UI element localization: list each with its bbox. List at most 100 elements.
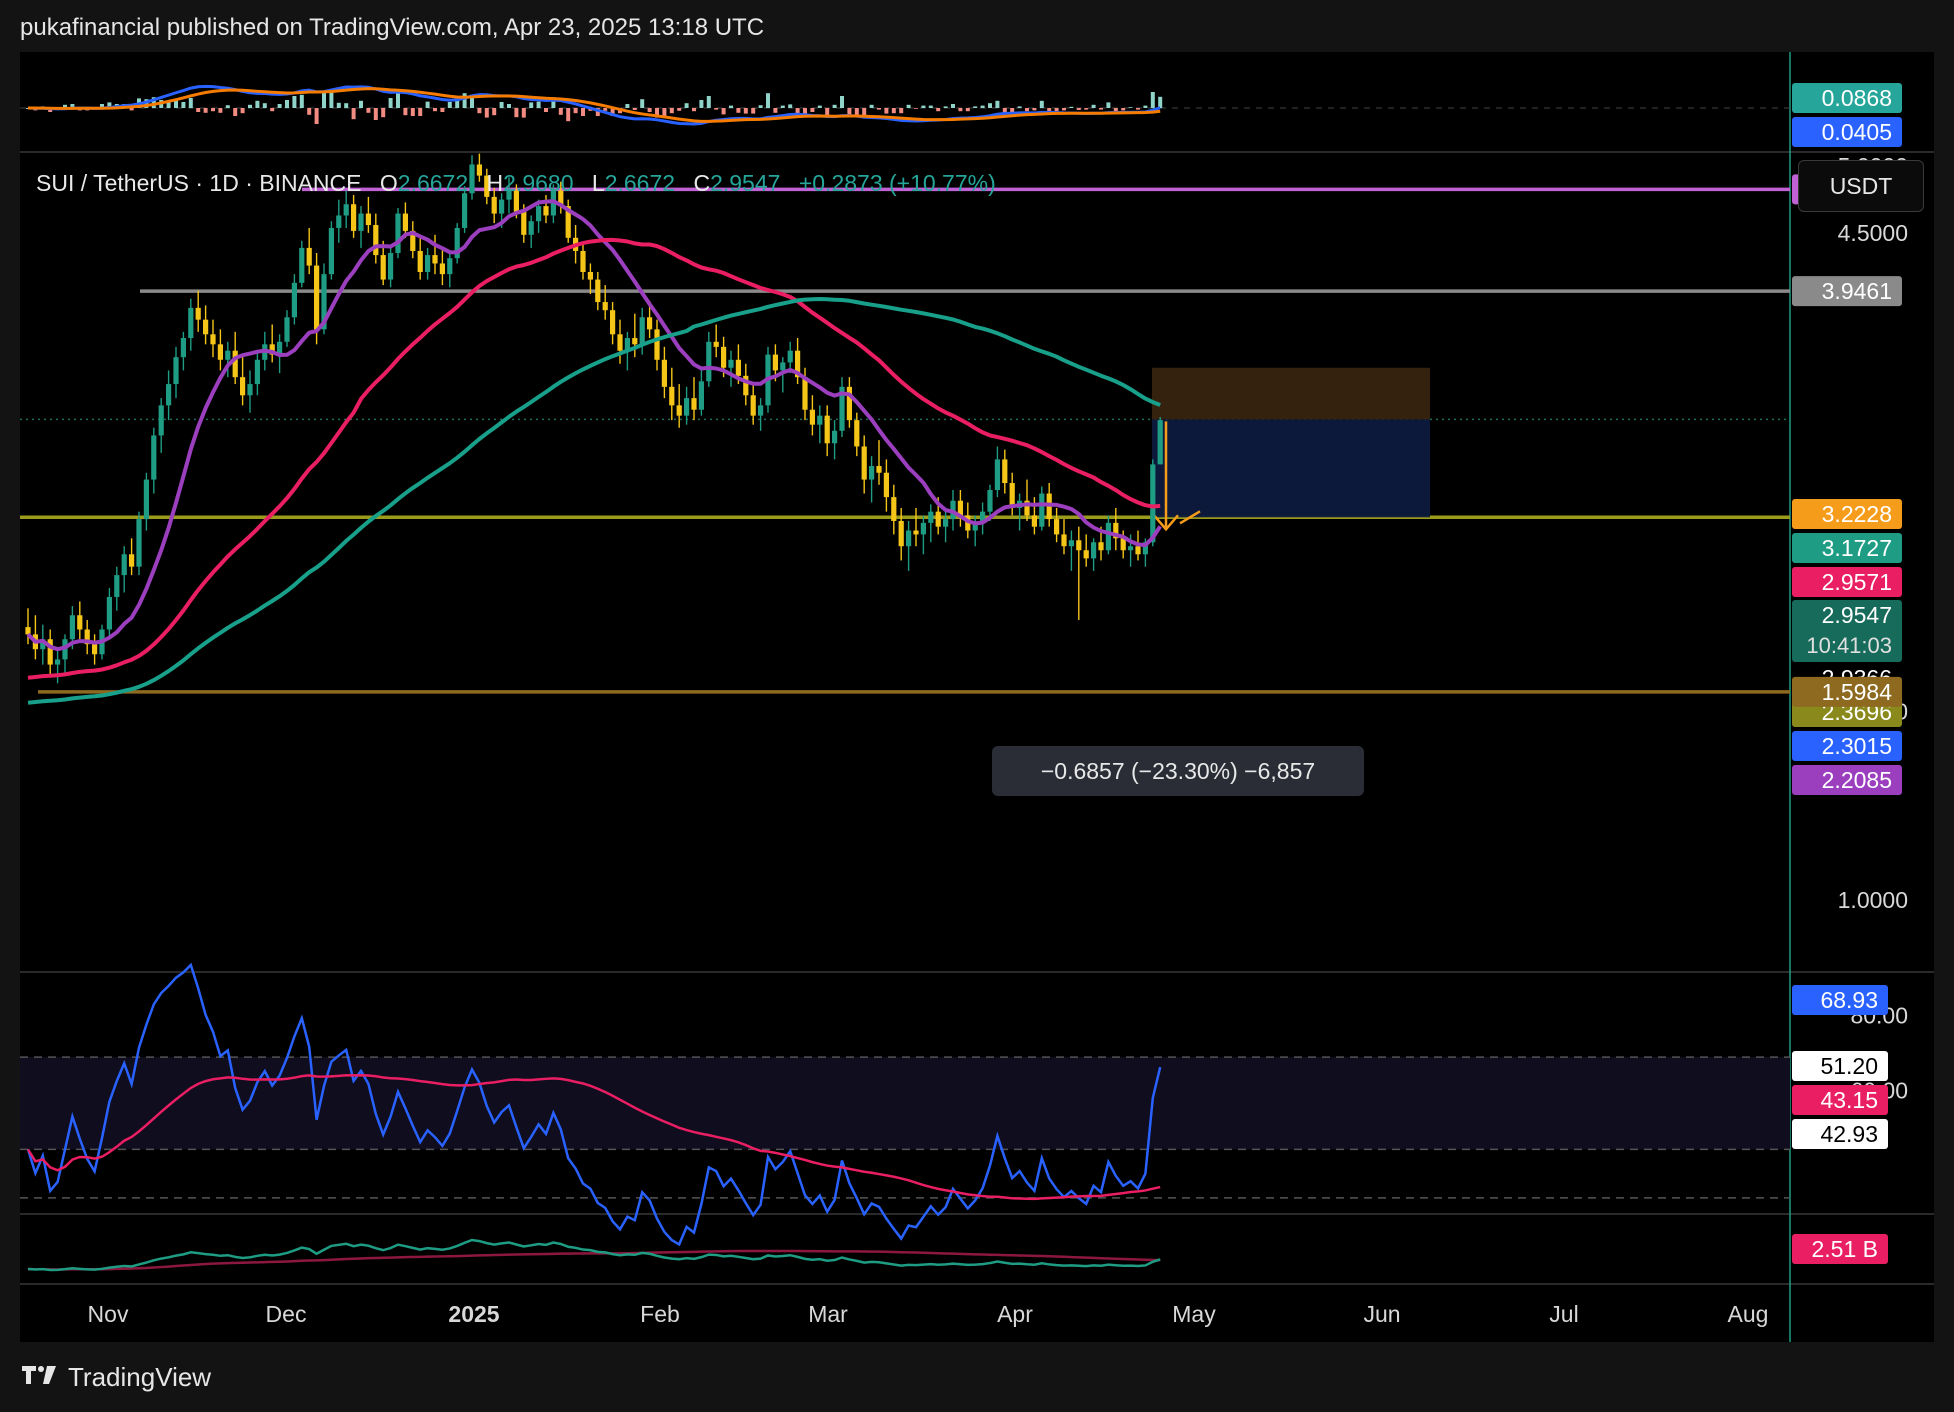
candle-body [721, 346, 727, 368]
time-axis-label: Aug [1728, 1301, 1769, 1327]
candle-body [617, 334, 623, 351]
macd-histogram-bar [751, 108, 756, 114]
macd-histogram-bar [285, 100, 289, 108]
candle-body [935, 511, 941, 527]
macd-histogram-bar [832, 104, 837, 108]
candle-body [543, 206, 549, 216]
price-label-box [1792, 765, 1902, 795]
macd-histogram-bar [729, 105, 733, 108]
time-axis-label: Jul [1549, 1301, 1578, 1327]
macd-histogram-bar [1069, 106, 1074, 108]
candle-body [957, 500, 963, 516]
macd-histogram-bar [396, 92, 400, 108]
rsi-band [20, 1057, 1790, 1150]
macd-histogram-bar [884, 108, 889, 114]
rsi-label-text: 68.93 [1820, 987, 1878, 1013]
candle-body [499, 199, 505, 214]
chart-frame[interactable]: 4.50001.00005.00001.50004.96373.94613.22… [20, 52, 1934, 1342]
rsi-label-box [1792, 1051, 1888, 1081]
macd-histogram-bar [877, 108, 881, 110]
macd-histogram-bar [581, 108, 585, 116]
currency-button[interactable]: USDT [1798, 160, 1924, 212]
macd-histogram-bar [188, 98, 193, 108]
macd-histogram-bar [418, 108, 423, 116]
candle-body [217, 344, 223, 360]
macd-histogram-bar [425, 101, 430, 108]
rsi-ma-line [26, 1074, 1161, 1201]
candle-body [506, 190, 512, 200]
candle-body [861, 446, 867, 480]
publisher-line: pukafinancial published on TradingView.c… [20, 14, 765, 41]
candle-body [610, 310, 616, 335]
macd-histogram-bar [647, 108, 652, 112]
measure-tooltip: −0.6857 (−23.30%) −6,857 [992, 746, 1364, 796]
tradingview-logo-icon[interactable] [20, 1362, 60, 1393]
candle-body [188, 307, 194, 339]
macd-histogram-bar [203, 108, 208, 113]
macd-histogram-bar [1047, 108, 1052, 114]
macd-histogram-bar [914, 108, 918, 109]
time-axis-label: Nov [88, 1301, 129, 1327]
price-label-box [1792, 276, 1902, 307]
close-label: C [693, 170, 711, 196]
candle-body [1098, 542, 1104, 551]
macd-histogram-bar [529, 102, 534, 108]
macd-histogram-bar [63, 104, 67, 108]
symbol-name[interactable]: SUI / TetherUS · 1D · BINANCE [36, 170, 362, 196]
macd-histogram-bar [973, 106, 978, 108]
candle-body [632, 338, 638, 345]
candle-body [254, 359, 260, 385]
low-label: L [591, 170, 605, 196]
candle-body [203, 319, 209, 335]
candle-body [1150, 464, 1156, 543]
macd-histogram-bar [869, 104, 874, 108]
macd-histogram-bar [314, 108, 319, 124]
macd-label-box [1792, 117, 1902, 147]
candle-body [1009, 483, 1015, 508]
macd-histogram-bar [1062, 108, 1066, 111]
measure-arrow-head [1153, 514, 1179, 532]
price-label-text: 2.2085 [1822, 767, 1892, 793]
candle-body [898, 520, 904, 547]
candle-body [336, 215, 342, 228]
macd-histogram-bar [817, 105, 822, 108]
candle-body [647, 317, 653, 330]
macd-histogram-bar [521, 108, 526, 118]
candle-body [306, 247, 312, 266]
candle-body [484, 175, 490, 197]
macd-histogram-bar [699, 100, 704, 108]
macd-histogram-bar [536, 101, 541, 108]
macd-histogram-bar [514, 108, 519, 118]
rsi-label-text: 43.15 [1820, 1087, 1878, 1113]
macd-histogram-bar [640, 99, 645, 108]
macd-histogram-bar [255, 100, 260, 108]
candle-body [447, 258, 453, 275]
open-value: 2.6672 [397, 170, 469, 196]
candle-body [669, 386, 675, 406]
price-label-box [1792, 567, 1902, 597]
candle-body [143, 479, 149, 520]
macd-histogram-bar [921, 105, 926, 108]
candle-body [77, 615, 83, 630]
footer-brand[interactable]: TradingView [68, 1362, 212, 1392]
price-label-box [1792, 676, 1902, 707]
candle-body [395, 213, 401, 254]
macd-histogram-bar [862, 108, 867, 116]
candle-body [883, 472, 889, 498]
candle-body [624, 338, 630, 351]
macd-histogram-bar [721, 108, 726, 115]
chart-canvas[interactable]: 4.50001.00005.00001.50004.96373.94613.22… [20, 52, 1934, 1342]
macd-histogram-bar [1128, 107, 1133, 108]
macd-histogram-bar [825, 108, 830, 116]
candle-body [735, 359, 741, 376]
candle-body [454, 227, 460, 259]
macd-histogram-bar [270, 108, 275, 112]
price-label-text: 2.3015 [1822, 733, 1892, 759]
macd-histogram-bar [1121, 108, 1126, 111]
change-value: +0.2873 (+10.77%) [798, 170, 996, 196]
candle-body [314, 265, 320, 330]
macd-histogram-bar [736, 108, 741, 113]
price-label-text: 3.2228 [1822, 501, 1892, 527]
candle-body [817, 415, 823, 425]
macd-histogram-bar [1143, 105, 1148, 108]
